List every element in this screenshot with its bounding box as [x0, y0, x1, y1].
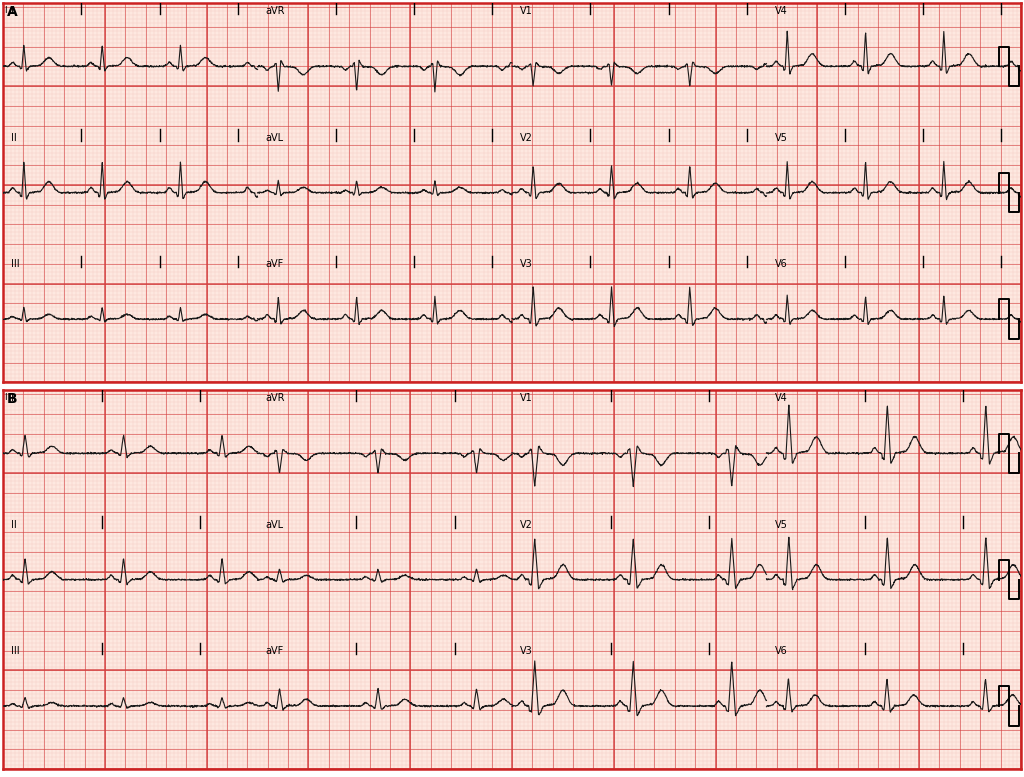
Text: III: III — [11, 646, 19, 656]
Text: aVR: aVR — [265, 393, 285, 403]
Text: III: III — [11, 259, 19, 269]
Text: V2: V2 — [520, 520, 534, 530]
Text: V5: V5 — [774, 520, 787, 530]
Text: V1: V1 — [520, 393, 532, 403]
Text: V4: V4 — [774, 393, 787, 403]
Text: I: I — [4, 393, 7, 402]
Text: V4: V4 — [774, 6, 787, 16]
Text: A: A — [7, 5, 17, 19]
Text: aVF: aVF — [265, 646, 284, 656]
Text: V3: V3 — [520, 259, 532, 269]
Text: aVL: aVL — [265, 520, 284, 530]
Text: I: I — [11, 6, 14, 16]
Text: I: I — [4, 6, 7, 16]
Text: B: B — [7, 392, 17, 406]
Text: aVL: aVL — [265, 133, 284, 143]
Text: aVF: aVF — [265, 259, 284, 269]
Text: V3: V3 — [520, 646, 532, 656]
Text: aVR: aVR — [265, 6, 285, 16]
Text: V6: V6 — [774, 646, 787, 656]
Text: V6: V6 — [774, 259, 787, 269]
Text: V2: V2 — [520, 133, 534, 143]
Text: II: II — [11, 133, 17, 143]
Text: I: I — [11, 393, 14, 403]
Text: II: II — [11, 520, 17, 530]
Text: V5: V5 — [774, 133, 787, 143]
Text: V1: V1 — [520, 6, 532, 16]
